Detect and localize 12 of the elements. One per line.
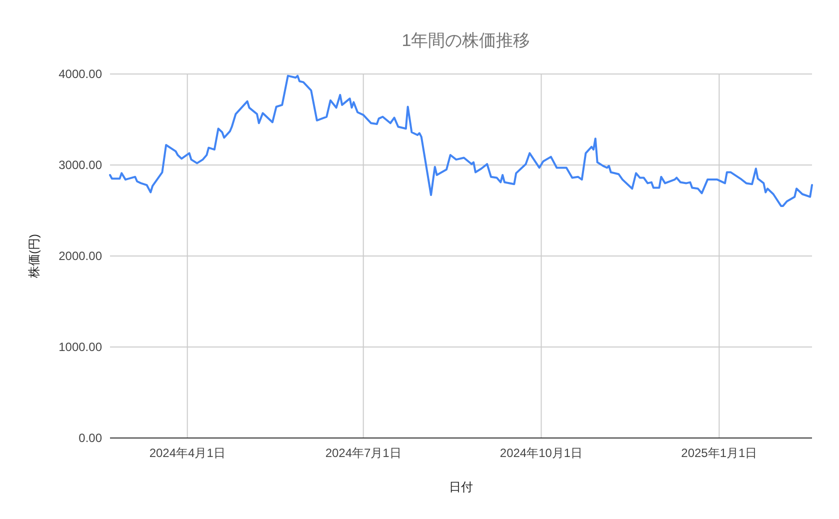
y-tick-label: 1000.00	[58, 340, 102, 354]
x-tick-label: 2024年7月1日	[325, 446, 402, 460]
x-tick-label: 2025年1月1日	[681, 446, 758, 460]
y-tick-label: 3000.00	[58, 158, 102, 172]
x-tick-label: 2024年10月1日	[500, 446, 583, 460]
x-tick-label: 2024年4月1日	[149, 446, 226, 460]
y-tick-label: 4000.00	[58, 67, 102, 81]
y-tick-label: 0.00	[78, 431, 102, 445]
y-axis-title: 株価(円)	[27, 234, 41, 279]
chart-title: 1年間の株価推移	[402, 31, 530, 50]
y-tick-label: 2000.00	[58, 249, 102, 263]
x-axis-title: 日付	[449, 480, 473, 494]
